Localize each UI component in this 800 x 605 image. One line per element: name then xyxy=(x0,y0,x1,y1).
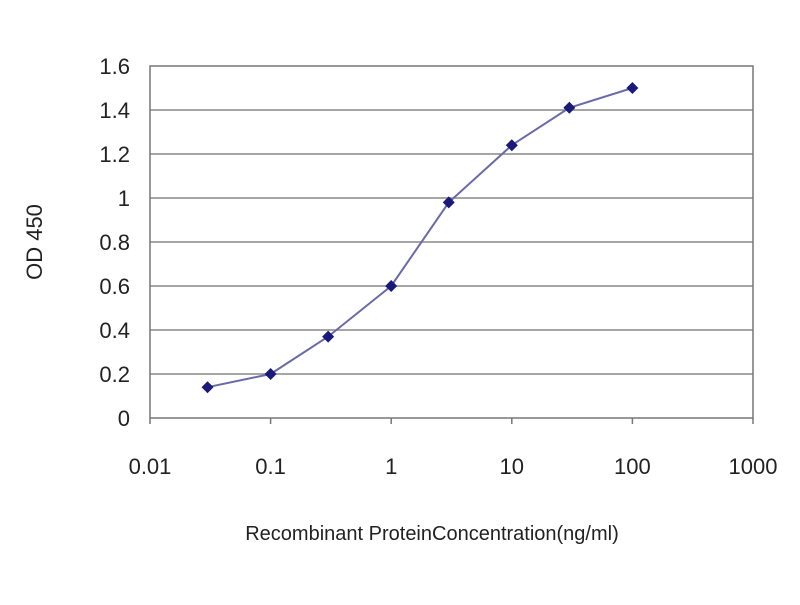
y-tick-label: 0.2 xyxy=(99,362,130,387)
data-point xyxy=(505,139,518,152)
data-point xyxy=(264,368,277,380)
y-tick-label: 0.4 xyxy=(99,318,130,343)
y-tick-label: 1.4 xyxy=(99,98,130,123)
x-tick-label: 0.01 xyxy=(129,454,172,479)
grid-lines xyxy=(150,109,753,375)
y-axis-label: OD 450 xyxy=(22,204,47,280)
x-axis-ticks: 0.01 0.1 1 10 100 1000 xyxy=(129,418,778,479)
x-tick-label: 1000 xyxy=(729,454,778,479)
data-point xyxy=(626,82,639,94)
data-point xyxy=(563,101,576,114)
data-point xyxy=(201,381,214,394)
plot-area xyxy=(149,65,754,419)
y-tick-label: 0.6 xyxy=(99,274,130,299)
y-tick-label: 1.2 xyxy=(99,142,130,167)
data-point xyxy=(385,280,398,292)
x-axis-label: Recombinant ProteinConcentration(ng/ml) xyxy=(245,523,619,545)
x-tick-label: 10 xyxy=(500,454,524,479)
series-line xyxy=(207,87,633,389)
y-tick-label: 0.8 xyxy=(99,230,130,255)
x-tick-label: 1 xyxy=(385,454,397,479)
y-tick-label: 1.6 xyxy=(99,54,130,79)
x-tick-label: 0.1 xyxy=(255,454,286,479)
series xyxy=(201,82,639,394)
data-point xyxy=(322,330,335,343)
data-point xyxy=(442,196,455,209)
y-tick-label: 0 xyxy=(118,406,130,431)
y-axis-ticks: 0 0.2 0.4 0.6 0.8 1 1.2 1.4 1.6 xyxy=(99,54,130,431)
y-tick-label: 1 xyxy=(118,186,130,211)
x-tick-label: 100 xyxy=(614,454,651,479)
